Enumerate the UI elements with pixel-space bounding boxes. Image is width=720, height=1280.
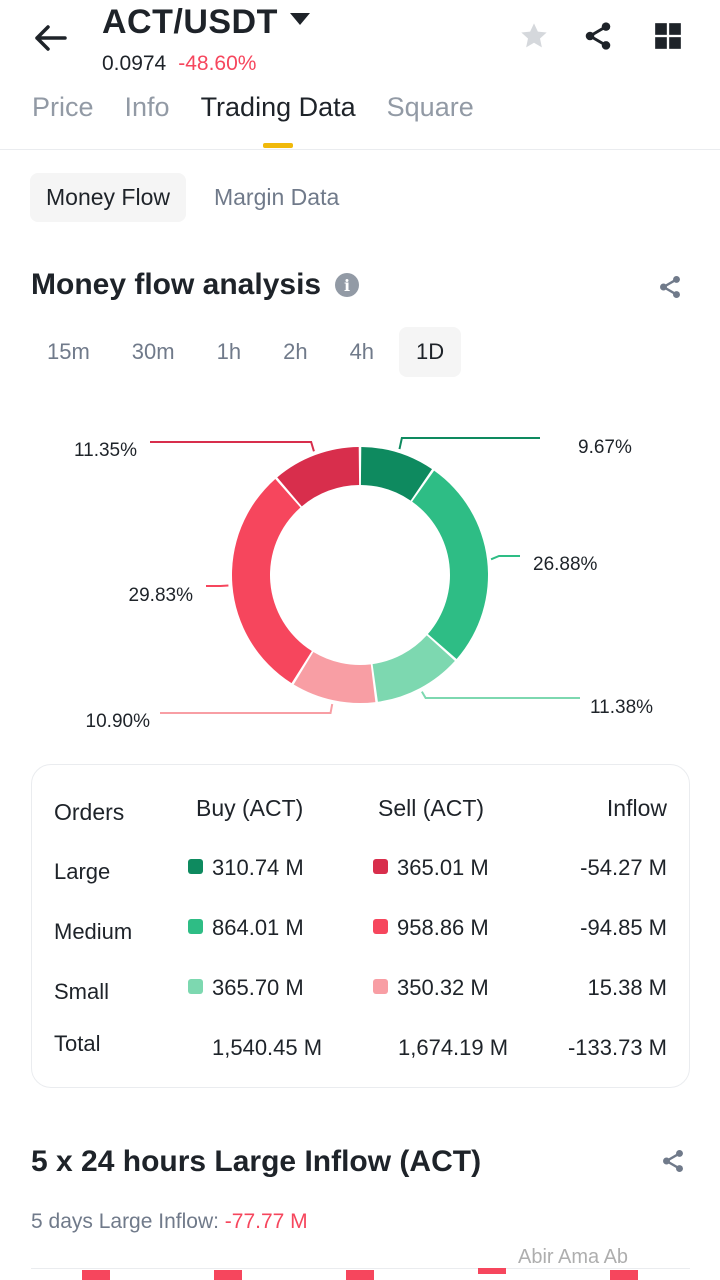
interval-4h[interactable]: 4h [349,339,375,364]
interval-selector: 15m 30m 1h 2h 4h 1D [30,327,462,377]
total-buy: 1,540.45 M [212,1035,323,1060]
pair-name: ACT/USDT [102,3,278,41]
money-flow-title-row: Money flow analysis i [31,268,360,302]
col-orders: Orders [54,799,125,825]
inflow-cell: -94.85 M [580,915,667,940]
inflow-bar [478,1268,506,1274]
donut-slice-small-buy[interactable] [372,635,455,702]
col-inflow: Inflow [606,795,667,821]
leader-line [160,703,334,714]
total-sell: 1,674.19 M [398,1035,509,1060]
last-price: 0.0974 [102,52,167,75]
caret-down-icon [289,12,310,25]
inflow-bar [346,1270,374,1280]
price-row: 0.0974 -48.60% [102,52,256,76]
price-change: -48.60% [178,52,257,75]
top-header: ACT/USDT 0.0974 -48.60% Price Info Tradi… [0,0,720,150]
star-icon[interactable] [516,18,552,54]
five-days-value: -77.77 M [224,1210,308,1233]
tab-price[interactable]: Price [32,92,94,122]
large-sell-swatch [373,859,388,874]
leader-line [490,555,520,561]
interval-1h[interactable]: 1h [216,339,242,364]
leader-line [421,691,580,699]
interval-2h[interactable]: 2h [283,339,308,364]
inflow-bar [82,1270,110,1280]
slice-label: 11.38% [590,697,653,718]
leader-line [150,441,315,452]
slice-label: 9.67% [578,437,632,458]
interval-15m[interactable]: 15m [47,339,90,364]
tab-info[interactable]: Info [124,92,170,122]
sell-cell: 365.01 M [373,855,489,881]
small-buy-swatch [188,979,203,994]
inflow-cell: 15.38 M [587,975,668,1000]
share-icon[interactable] [580,18,616,54]
five-days-label: 5 days Large Inflow: [31,1210,225,1233]
row-label-total: Total [54,1031,101,1056]
medium-sell-swatch [373,919,388,934]
buy-cell: 310.74 M [188,855,304,881]
back-arrow-icon[interactable] [30,18,70,58]
grid-menu-icon[interactable] [650,18,686,54]
buy-cell: 365.70 M [188,975,304,1001]
inflow-bar [610,1270,638,1280]
slice-label: 26.88% [533,554,598,575]
section-share-icon[interactable] [655,272,685,302]
row-label: Large [54,859,111,884]
row-label: Medium [54,919,133,944]
donut-slice-medium-sell[interactable] [232,479,312,684]
leader-line [206,584,229,587]
interval-1d[interactable]: 1D [399,327,462,377]
main-tabs: Price Info Trading Data Square [32,92,474,148]
inflow-bar [214,1270,242,1280]
inflow-cell: -54.27 M [580,855,667,880]
donut-slice-large-buy[interactable] [360,447,433,501]
interval-30m[interactable]: 30m [131,339,175,364]
info-icon[interactable]: i [335,273,360,297]
col-buy: Buy (ACT) [196,795,304,821]
large-buy-swatch [188,859,203,874]
section-title: Money flow analysis [31,268,322,301]
money-flow-donut-chart: 9.67% 26.88% 11.38% 10.90% 29.83% 11.35% [74,437,653,732]
medium-buy-swatch [188,919,203,934]
tab-square[interactable]: Square [386,92,474,122]
large-inflow-share-icon[interactable] [658,1146,688,1176]
inflow-chart-baseline [31,1268,690,1269]
small-sell-swatch [373,979,388,994]
orders-table: Orders Buy (ACT) Sell (ACT) Inflow Large… [31,764,690,1088]
watermark: Abir Ama Ab [518,1246,629,1268]
tab-trading-data[interactable]: Trading Data [201,92,356,148]
sell-cell: 958.86 M [373,915,489,941]
donut-slice-medium-buy[interactable] [412,470,488,659]
subtab-margin-data[interactable]: Margin Data [213,184,340,210]
donut-slice-large-sell[interactable] [277,447,360,507]
pair-selector[interactable]: ACT/USDT [102,3,310,42]
subtab-money-flow[interactable]: Money Flow [30,173,186,222]
sub-tabs: Money Flow Margin Data [30,173,355,222]
slice-label: 29.83% [129,585,194,606]
leader-line [398,437,540,450]
donut-slice-small-sell[interactable] [293,651,376,703]
buy-cell: 864.01 M [188,915,304,941]
five-days-inflow: 5 days Large Inflow: -77.77 M [31,1210,308,1234]
row-label: Small [54,979,110,1004]
large-inflow-title: 5 x 24 hours Large Inflow (ACT) [31,1145,482,1178]
col-sell: Sell (ACT) [378,795,485,821]
slice-label: 10.90% [86,711,151,732]
sell-cell: 350.32 M [373,975,489,1001]
slice-label: 11.35% [74,440,137,461]
total-inflow: -133.73 M [567,1035,667,1060]
